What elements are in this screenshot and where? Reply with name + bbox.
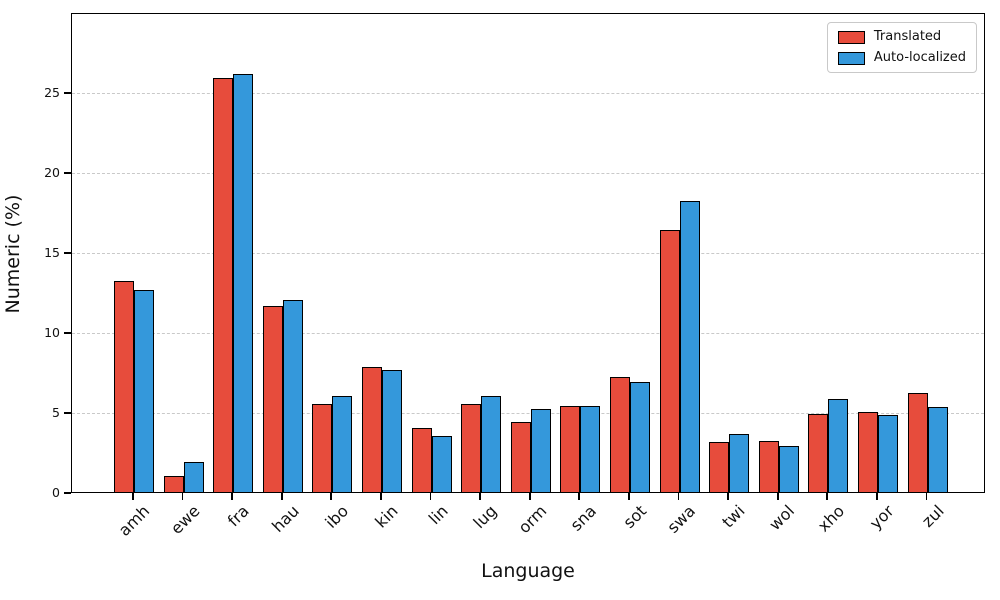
bar-ewe-auto-localized: [183, 462, 204, 492]
bar-swa-auto-localized: [679, 201, 700, 492]
x-tick-mark: [280, 493, 283, 500]
x-tick-mark: [181, 493, 184, 500]
legend-swatch-translated-icon: [837, 30, 865, 44]
y-tick-mark: [64, 332, 71, 334]
bar-orm-auto-localized: [530, 409, 551, 492]
y-tick-label-0: 0: [52, 485, 60, 500]
bar-fra-auto-localized: [233, 74, 254, 492]
legend-entry-auto-localized: Auto-localized: [837, 50, 966, 65]
x-tick-mark: [677, 493, 680, 500]
x-tick-mark: [380, 493, 382, 500]
bar-amh-translated: [114, 281, 134, 492]
legend-label-translated: Translated: [873, 29, 942, 44]
x-tick-label-yor: yor: [866, 501, 898, 534]
bar-xho-auto-localized: [828, 399, 849, 492]
bar-wol-auto-localized: [778, 446, 799, 492]
bar-sna-translated: [560, 406, 581, 492]
y-tick-mark: [64, 252, 71, 254]
x-tick-label-hau: hau: [267, 501, 303, 537]
bar-lin-auto-localized: [431, 436, 452, 492]
x-tick-label-xho: xho: [813, 501, 849, 536]
legend: Translated Auto-localized: [826, 22, 977, 73]
x-tick-label-kin: kin: [371, 501, 402, 532]
bar-kin-translated: [362, 367, 382, 492]
x-tick-label-swa: swa: [663, 501, 700, 537]
x-tick-label-fra: fra: [223, 501, 253, 531]
legend-swatch-auto-localized-icon: [837, 51, 865, 65]
y-axis-title: Numeric (%): [2, 194, 24, 314]
bar-lin-translated: [411, 428, 432, 492]
x-tick-mark: [578, 493, 581, 500]
x-tick-mark: [132, 493, 134, 500]
x-axis-title: Language: [481, 560, 575, 582]
legend-label-auto-localized: Auto-localized: [873, 50, 966, 65]
y-tick-mark: [64, 412, 71, 414]
x-tick-label-ibo: ibo: [321, 501, 353, 532]
y-tick-label-15: 15: [44, 245, 60, 260]
x-tick-mark: [231, 493, 233, 500]
bar-sot-auto-localized: [630, 382, 650, 492]
grid-line-y5: [72, 413, 984, 414]
bar-sna-auto-localized: [580, 406, 601, 492]
bar-zul-auto-localized: [927, 407, 948, 492]
bar-ewe-translated: [163, 476, 184, 492]
bar-amh-auto-localized: [134, 290, 154, 492]
y-tick-mark: [64, 172, 71, 174]
x-tick-mark: [826, 493, 829, 500]
bar-wol-translated: [758, 441, 779, 492]
bar-lug-translated: [461, 404, 482, 492]
x-tick-mark: [727, 493, 729, 500]
x-tick-mark: [429, 493, 432, 500]
x-tick-mark: [776, 493, 779, 500]
grid-line-y15: [72, 253, 984, 254]
x-tick-label-wol: wol: [765, 501, 799, 535]
x-tick-mark: [479, 493, 481, 500]
y-tick-mark: [64, 492, 71, 494]
bar-hau-translated: [262, 306, 283, 492]
y-tick-label-5: 5: [52, 405, 60, 420]
bar-zul-translated: [907, 393, 928, 492]
bar-twi-translated: [709, 442, 730, 492]
x-tick-mark: [330, 493, 333, 500]
x-tick-label-sot: sot: [619, 501, 650, 532]
bar-orm-translated: [510, 422, 531, 492]
y-tick-label-10: 10: [44, 325, 60, 340]
bar-twi-auto-localized: [729, 434, 750, 492]
bar-xho-translated: [808, 414, 829, 492]
bar-swa-translated: [659, 230, 680, 492]
x-tick-label-orm: orm: [514, 501, 551, 538]
bar-hau-auto-localized: [282, 300, 303, 492]
y-tick-label-20: 20: [44, 165, 60, 180]
bar-yor-auto-localized: [878, 415, 898, 492]
x-tick-label-sna: sna: [566, 501, 601, 535]
x-tick-mark: [628, 493, 630, 500]
plot-area: Translated Auto-localized: [71, 13, 985, 493]
x-tick-label-lin: lin: [424, 501, 452, 529]
y-tick-mark: [64, 92, 71, 94]
x-tick-label-amh: amh: [115, 501, 154, 540]
grid-line-y25: [72, 93, 984, 94]
y-tick-label-25: 25: [44, 85, 60, 100]
x-tick-mark: [925, 493, 928, 500]
grid-line-y20: [72, 173, 984, 174]
bar-sot-translated: [610, 377, 630, 492]
bar-lug-auto-localized: [481, 396, 502, 492]
bar-yor-translated: [858, 412, 878, 492]
grid-line-y10: [72, 333, 984, 334]
x-tick-label-ewe: ewe: [166, 501, 204, 538]
x-tick-label-twi: twi: [718, 501, 749, 532]
bar-ibo-translated: [312, 404, 333, 492]
x-tick-mark: [876, 493, 878, 500]
legend-entry-translated: Translated: [837, 29, 966, 44]
x-tick-label-lug: lug: [469, 501, 501, 533]
x-tick-label-zul: zul: [917, 501, 948, 531]
bar-ibo-auto-localized: [332, 396, 353, 492]
x-tick-mark: [528, 493, 531, 500]
bar-fra-translated: [213, 78, 234, 492]
bar-kin-auto-localized: [382, 370, 402, 492]
